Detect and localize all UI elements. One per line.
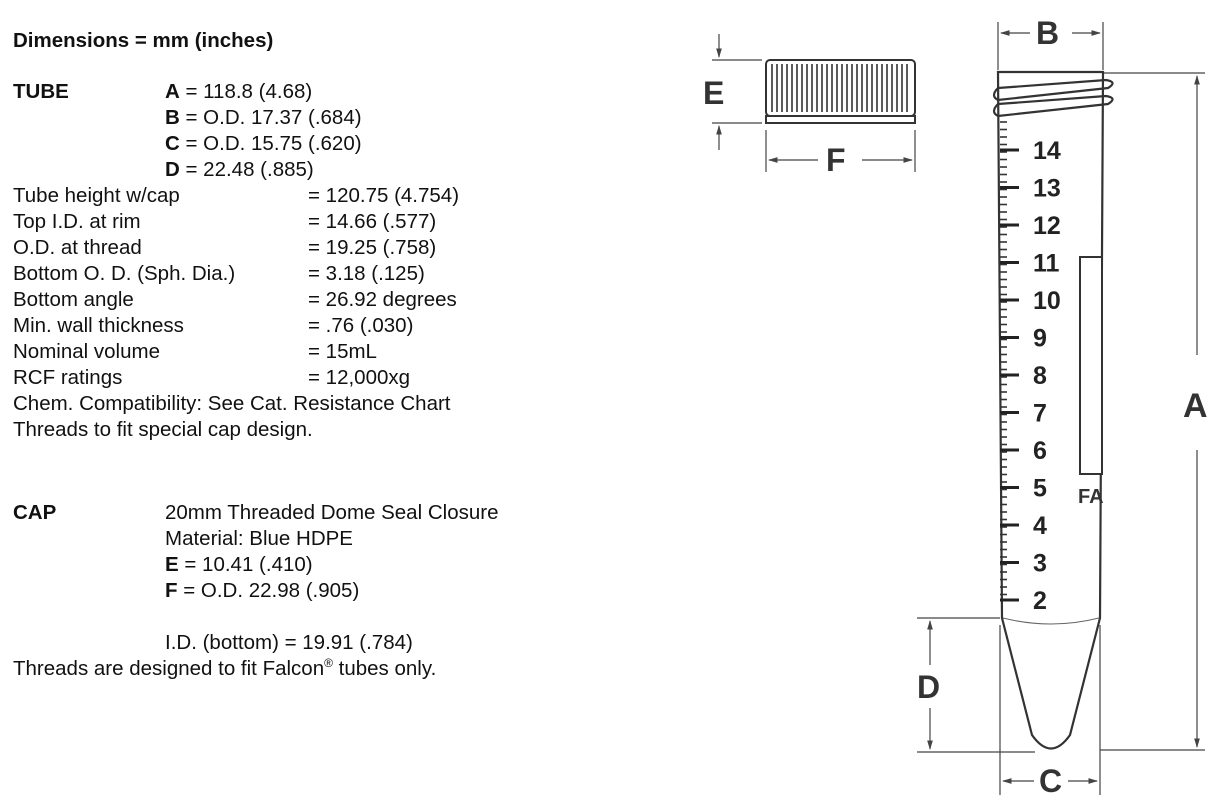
graduation-number: 6 (1033, 437, 1047, 465)
graduation-number: 10 (1033, 287, 1061, 315)
tube-section-label: TUBE (13, 80, 69, 103)
tube-dim-d: D = 22.48 (.885) (165, 158, 314, 181)
graduation-number: 2 (1033, 587, 1047, 615)
writing-window (1079, 256, 1103, 475)
cap-dim-f: F = O.D. 22.98 (.905) (165, 579, 360, 602)
cap-id-bottom: I.D. (bottom) = 19.91 (.784) (165, 631, 413, 654)
graduation-number: 13 (1033, 175, 1061, 203)
falcon-threads-note: Threads are designed to fit Falcon® tube… (13, 656, 437, 680)
graduation-number: 12 (1033, 212, 1061, 240)
spec-name: Min. wall thickness (13, 314, 184, 337)
dim-a-lines (1100, 72, 1205, 751)
spec-value: = 14.66 (.577) (308, 210, 437, 233)
tube-cone-edge (1002, 617, 1100, 625)
spec-name: O.D. at thread (13, 236, 142, 259)
cap-dim-e: E = 10.41 (.410) (165, 553, 313, 576)
dim-label-e: E (703, 75, 724, 111)
spec-value: = 15mL (308, 340, 377, 363)
graduation-number: 4 (1033, 512, 1047, 540)
tube-dim-c: C = O.D. 15.75 (.620) (165, 132, 362, 155)
dim-c-lines (999, 625, 1101, 795)
dim-d-lines (917, 617, 1035, 753)
spec-value: = 3.18 (.125) (308, 262, 425, 285)
spec-value: = 26.92 degrees (308, 288, 457, 311)
graduation-number: 14 (1033, 137, 1061, 165)
tube-dim-b: B = O.D. 17.37 (.684) (165, 106, 362, 129)
cap-drawing (765, 59, 916, 124)
dim-label-a: A (1183, 387, 1208, 425)
graduation-number: 5 (1033, 475, 1047, 503)
graduation-number: 11 (1033, 250, 1060, 278)
graduation-major-ticks (1000, 148, 1019, 602)
spec-name: Bottom O. D. (Sph. Dia.) (13, 262, 236, 285)
graduation-number: 9 (1033, 325, 1047, 353)
dim-label-d: D (917, 669, 940, 705)
spec-value: = .76 (.030) (308, 314, 414, 337)
registered-mark: ® (324, 656, 333, 670)
spec-name: RCF ratings (13, 366, 123, 389)
chem-compatibility-note: Chem. Compatibility: See Cat. Resistance… (13, 392, 451, 415)
tube-threads (992, 78, 1114, 118)
spec-value: = 19.25 (.758) (308, 236, 437, 259)
dim-f-lines (765, 130, 916, 172)
dim-label-c: C (1039, 763, 1062, 799)
threads-note: Threads to fit special cap design. (13, 418, 313, 441)
spec-name: Bottom angle (13, 288, 134, 311)
window-text: FA (1078, 486, 1104, 508)
graduation-number: 3 (1033, 550, 1047, 578)
dim-label-b: B (1036, 15, 1059, 51)
graduation-minor-ticks (1000, 121, 1007, 596)
spec-value: = 12,000xg (308, 366, 411, 389)
dim-b-lines (997, 22, 1104, 70)
spec-value: = 120.75 (4.754) (308, 184, 460, 207)
tube-dim-a: A = 118.8 (4.68) (165, 80, 313, 103)
graduation-numbers: 14 13 12 11 10 9 8 7 6 5 4 3 2 (1033, 137, 1061, 615)
spec-name: Top I.D. at rim (13, 210, 141, 233)
cap-lip (765, 115, 916, 124)
graduation-number: 8 (1033, 362, 1047, 390)
cap-ridges (771, 64, 908, 112)
cap-section-label: CAP (13, 501, 57, 524)
cap-closure-type: 20mm Threaded Dome Seal Closure (165, 501, 499, 524)
dimensions-heading: Dimensions = mm (inches) (13, 29, 274, 52)
dim-e-lines (712, 34, 762, 150)
spec-name: Tube height w/cap (13, 184, 180, 207)
spec-name: Nominal volume (13, 340, 160, 363)
tube-body (996, 70, 1105, 750)
cap-material: Material: Blue HDPE (165, 527, 353, 550)
dim-label-f: F (826, 142, 846, 178)
graduation-number: 7 (1033, 400, 1047, 428)
